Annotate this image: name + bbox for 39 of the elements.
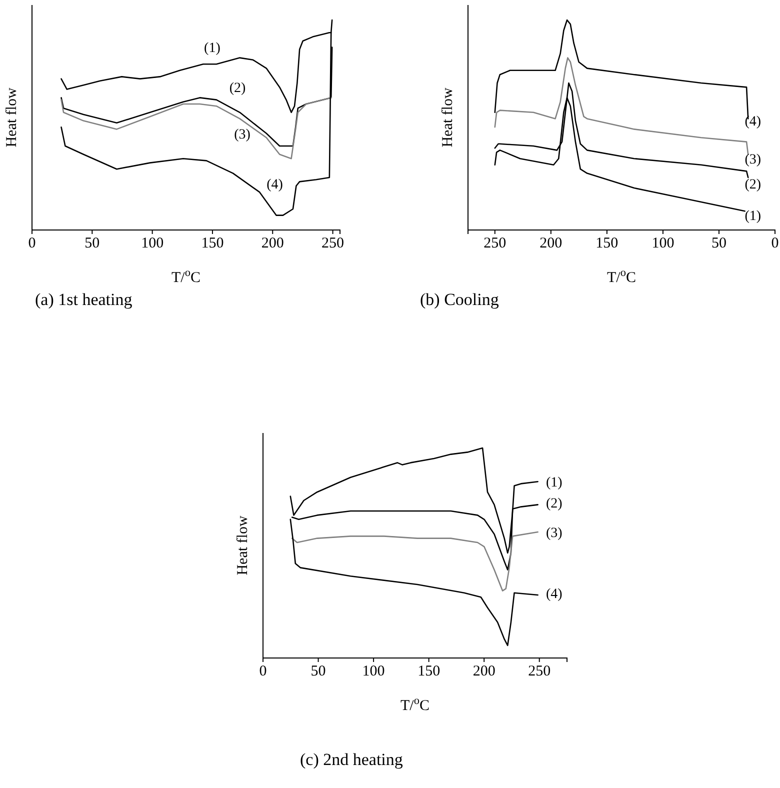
x-tick-label: 0 <box>771 236 779 252</box>
x-tick-label: 100 <box>652 236 674 252</box>
y-axis-title: Heat flow <box>4 88 20 148</box>
x-axis-title: T/$^{o}$C <box>400 695 430 714</box>
x-tick-label: 250 <box>484 236 506 252</box>
series-label: (4) <box>546 586 563 602</box>
y-axis-title: Heat flow <box>235 516 251 576</box>
series-label: (1) <box>744 209 762 224</box>
x-tick-label: 150 <box>201 236 224 252</box>
series-label: (4) <box>266 178 284 193</box>
x-tick-label: 100 <box>362 664 385 680</box>
x-tick-label: 50 <box>310 664 326 680</box>
series-label: (2) <box>546 496 563 512</box>
series-label: (3) <box>546 526 563 541</box>
y-axis-title: Heat flow <box>440 88 456 148</box>
series-label: (3) <box>744 152 762 168</box>
series-label: (2) <box>229 81 246 96</box>
x-tick-label: 250 <box>322 236 344 252</box>
x-tick-label: 150 <box>596 236 618 252</box>
text: (c) 2nd heating <box>300 750 404 769</box>
x-axis-title: T/$^{o}$C <box>172 267 200 286</box>
x-tick-label: 200 <box>261 236 284 252</box>
x-tick-label: 100 <box>141 236 164 252</box>
x-axis-title: T/$^{o}$C <box>607 267 636 286</box>
x-tick-label: 50 <box>711 236 726 252</box>
x-tick-label: 200 <box>540 236 562 252</box>
text: (b) Cooling <box>420 290 500 309</box>
x-tick-label: 250 <box>528 664 551 680</box>
text: (a) 1st heating <box>35 290 133 309</box>
x-tick-label: 0 <box>259 664 267 680</box>
x-tick-label: 200 <box>472 664 496 680</box>
x-tick-label: 0 <box>28 236 36 252</box>
series-label: (4) <box>744 114 762 130</box>
x-tick-label: 50 <box>84 236 100 252</box>
series-label: (2) <box>744 178 762 193</box>
series-label: (1) <box>546 476 563 490</box>
series-label: (3) <box>234 127 251 142</box>
x-tick-label: 150 <box>418 664 440 680</box>
series-label: (1) <box>204 41 221 56</box>
